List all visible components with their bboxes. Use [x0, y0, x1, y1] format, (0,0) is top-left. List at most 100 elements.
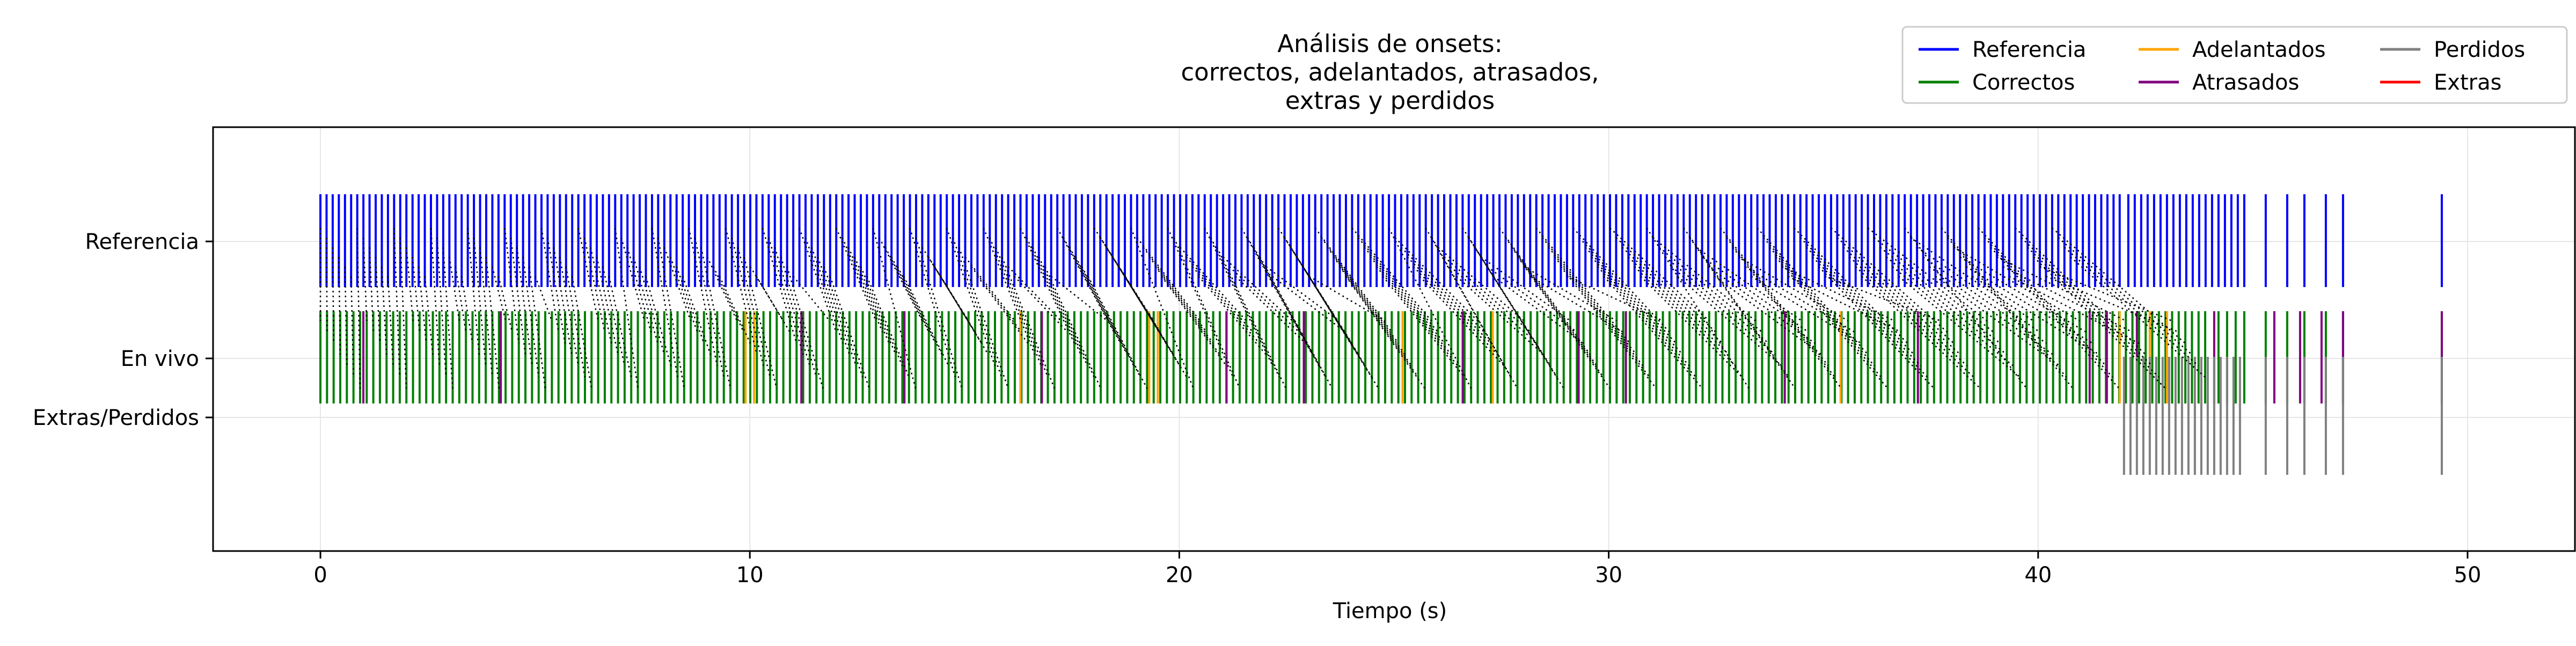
match-connector [884, 247, 930, 333]
legend-label: Atrasados [2192, 70, 2299, 95]
match-connector [547, 237, 566, 344]
legend-label: Adelantados [2192, 38, 2326, 62]
match-connector [1351, 227, 1432, 321]
match-connector [1265, 266, 1340, 322]
match-connector [1867, 227, 1988, 321]
match-connector [1615, 237, 1717, 333]
match-connector [1560, 266, 1657, 389]
match-connector [1413, 266, 1498, 355]
match-connector [1407, 256, 1492, 344]
match-connector [829, 276, 870, 389]
match-connector [927, 256, 976, 333]
match-connector [387, 276, 394, 366]
match-connector [1781, 266, 1895, 322]
chart-title-line-1: Análisis de onsets: [1277, 30, 1503, 58]
match-connector [522, 256, 539, 378]
match-connector [460, 276, 473, 344]
match-connector [1726, 237, 1835, 378]
match-connector [540, 227, 559, 333]
match-connector [332, 247, 334, 344]
match-connector [651, 227, 678, 378]
match-connector [1259, 256, 1333, 389]
match-connector [1241, 227, 1313, 355]
match-connector [1376, 266, 1459, 366]
match-connector [768, 237, 804, 355]
match-connector [1180, 247, 1247, 321]
x-tick-label: 0 [313, 563, 327, 588]
match-connector [326, 237, 328, 333]
match-connector [412, 256, 421, 333]
match-connector [1879, 247, 2001, 344]
match-connector [1155, 266, 1220, 355]
match-connector [1959, 256, 2087, 333]
match-connector [1271, 276, 1346, 333]
match-connector [1394, 237, 1479, 321]
match-connector [1167, 227, 1234, 378]
match-connector [1204, 227, 1274, 366]
match-connector [1308, 275, 1386, 322]
plot-frame [212, 126, 2576, 552]
match-connector [854, 256, 897, 355]
match-connector [1235, 276, 1307, 344]
match-connector [1228, 266, 1300, 333]
match-connector [338, 256, 341, 355]
match-connector [1929, 266, 2054, 356]
match-connector [2052, 227, 2186, 344]
match-connector [1075, 256, 1135, 366]
match-connector [583, 237, 606, 333]
match-connector [1831, 227, 1948, 333]
match-connector [909, 227, 956, 378]
match-connector [1935, 275, 2060, 367]
match-connector [1450, 266, 1538, 344]
match-connector [1388, 227, 1472, 389]
match-connector [903, 276, 949, 366]
match-connector [1738, 256, 1849, 322]
match-connector [995, 247, 1049, 378]
match-connector [1554, 256, 1650, 378]
legend-box [1901, 26, 2568, 104]
match-connector [1628, 256, 1730, 355]
match-connector [473, 237, 487, 366]
match-connector [940, 276, 989, 355]
match-connector [1535, 227, 1630, 344]
match-connector [467, 227, 480, 355]
match-connector [799, 227, 837, 333]
match-connector [1087, 276, 1148, 389]
match-connector [676, 266, 705, 344]
match-connector [1339, 266, 1419, 378]
match-connector [891, 256, 936, 344]
match-connector [1143, 247, 1208, 333]
match-connector [1597, 266, 1697, 378]
match-connector [1069, 247, 1128, 355]
match-connector [510, 237, 526, 355]
match-connector [1401, 247, 1485, 333]
match-connector [1861, 276, 1981, 389]
match-connector [866, 276, 910, 378]
match-connector [1364, 247, 1445, 344]
match-connector [590, 247, 612, 344]
match-connector [418, 266, 427, 344]
match-connector [879, 237, 923, 321]
match-connector [970, 266, 1022, 333]
match-connector [1173, 237, 1241, 389]
match-connector [1468, 237, 1558, 378]
match-connector [1874, 237, 1994, 333]
match-connector [1548, 247, 1644, 366]
match-connector [737, 247, 771, 378]
match-connector [780, 256, 817, 378]
match-connector [1972, 275, 2100, 356]
match-connector [934, 266, 983, 344]
match-connector [1499, 227, 1591, 355]
match-connector [1812, 256, 1928, 378]
match-connector [1007, 266, 1062, 321]
match-connector [1314, 227, 1393, 333]
match-connector [1462, 227, 1552, 366]
match-connector [657, 237, 685, 389]
match-connector [1825, 275, 1941, 322]
x-tick-label: 50 [2454, 563, 2482, 588]
match-connector [1658, 247, 1763, 333]
match-connector [559, 256, 579, 366]
match-connector [688, 227, 718, 366]
match-connector [1898, 276, 2021, 378]
